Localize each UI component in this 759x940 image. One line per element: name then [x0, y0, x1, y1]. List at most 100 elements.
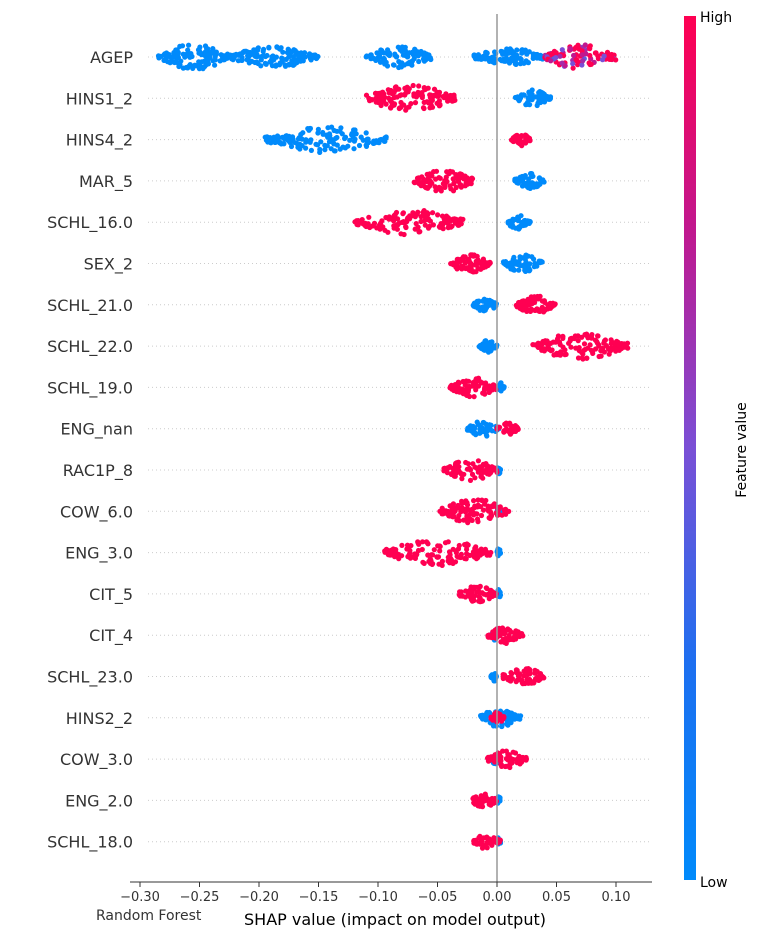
shap-point: [545, 344, 552, 351]
shap-point: [405, 215, 411, 221]
shap-point: [428, 96, 434, 103]
shap-point: [448, 557, 454, 563]
shap-point: [463, 387, 469, 393]
shap-point: [484, 433, 490, 439]
shap-point: [455, 257, 461, 263]
shap-point: [527, 669, 533, 675]
shap-point: [587, 52, 593, 59]
shap-point: [409, 213, 415, 219]
model-label: Random Forest: [96, 908, 202, 924]
shap-point: [414, 211, 420, 217]
feature-label: SCHL_21.0: [47, 296, 133, 316]
shap-point: [505, 219, 511, 225]
shap-point: [429, 561, 435, 568]
shap-point: [510, 216, 516, 222]
shap-point: [184, 51, 191, 57]
x-tick-label: −0.25: [180, 890, 220, 905]
shap-point: [518, 213, 524, 219]
shap-point: [513, 628, 519, 634]
shap-point: [282, 63, 289, 69]
shap-point: [187, 62, 193, 68]
shap-point: [386, 95, 392, 101]
shap-point: [315, 130, 321, 136]
shap-point: [439, 562, 445, 569]
shap-point: [412, 47, 418, 53]
shap-point: [445, 219, 451, 226]
shap-point: [472, 798, 478, 805]
shap-point: [474, 299, 480, 305]
shap-point: [513, 667, 520, 673]
shap-point: [395, 44, 401, 50]
shap-point: [308, 147, 314, 153]
shap-point: [479, 424, 485, 431]
shap-point: [158, 53, 164, 60]
shap-point: [500, 672, 506, 678]
shap-point: [462, 555, 468, 562]
shap-point: [310, 52, 316, 58]
shap-point: [451, 513, 457, 520]
shap-point: [506, 637, 512, 643]
shap-point: [461, 176, 467, 182]
shap-point: [484, 297, 490, 303]
shap-point: [377, 94, 383, 100]
shap-point: [267, 59, 273, 65]
shap-point: [480, 298, 486, 304]
shap-point: [560, 335, 566, 341]
shap-point: [582, 346, 588, 353]
x-tick-label: 0.00: [483, 890, 512, 905]
feature-row: CIT_5: [89, 583, 652, 605]
shap-point: [413, 551, 419, 557]
shap-point: [439, 511, 445, 517]
shap-point: [199, 52, 205, 58]
shap-point: [347, 137, 353, 143]
shap-point: [436, 98, 442, 104]
shap-point: [262, 60, 268, 66]
shap-point: [514, 756, 521, 762]
shap-point: [607, 347, 613, 353]
shap-point: [392, 51, 398, 57]
shap-point: [581, 341, 588, 347]
shap-point: [511, 138, 517, 144]
shap-point: [423, 216, 429, 222]
shap-point: [210, 46, 216, 52]
shap-point: [450, 466, 456, 472]
shap-point: [435, 543, 441, 549]
shap-point: [492, 384, 498, 390]
shap-point: [486, 58, 493, 64]
shap-point: [486, 302, 492, 308]
feature-row: AGEP: [90, 42, 652, 72]
shap-point: [460, 378, 466, 385]
feature-row: SCHL_23.0: [47, 666, 652, 688]
shap-point: [519, 47, 525, 53]
shap-point: [444, 511, 450, 517]
shap-point: [175, 54, 181, 61]
shap-point: [486, 344, 492, 350]
feature-label: HINS4_2: [66, 131, 133, 151]
shap-point: [404, 219, 410, 225]
shap-point: [491, 835, 497, 841]
shap-point: [467, 477, 474, 483]
shap-point: [412, 100, 419, 106]
shap-point: [467, 511, 473, 517]
shap-point: [322, 147, 328, 153]
shap-point: [514, 677, 521, 683]
feature-row: SCHL_21.0: [47, 293, 652, 316]
shap-point: [529, 87, 535, 93]
shap-point: [295, 144, 301, 150]
feature-row: ENG_2.0: [65, 791, 652, 811]
shap-point: [482, 791, 488, 797]
shap-point: [202, 63, 208, 70]
shap-point: [528, 308, 534, 314]
shap-point: [418, 214, 424, 220]
shap-point: [320, 129, 326, 136]
shap-point: [459, 476, 465, 482]
colorbar-title: Feature value: [734, 402, 750, 498]
shap-point: [447, 183, 453, 189]
shap-point: [465, 461, 471, 467]
shap-point: [481, 591, 487, 597]
shap-point: [485, 262, 491, 269]
shap-point: [324, 143, 330, 149]
shap-point: [278, 45, 284, 51]
shap-point: [402, 85, 408, 91]
feature-row: MAR_5: [79, 168, 652, 194]
